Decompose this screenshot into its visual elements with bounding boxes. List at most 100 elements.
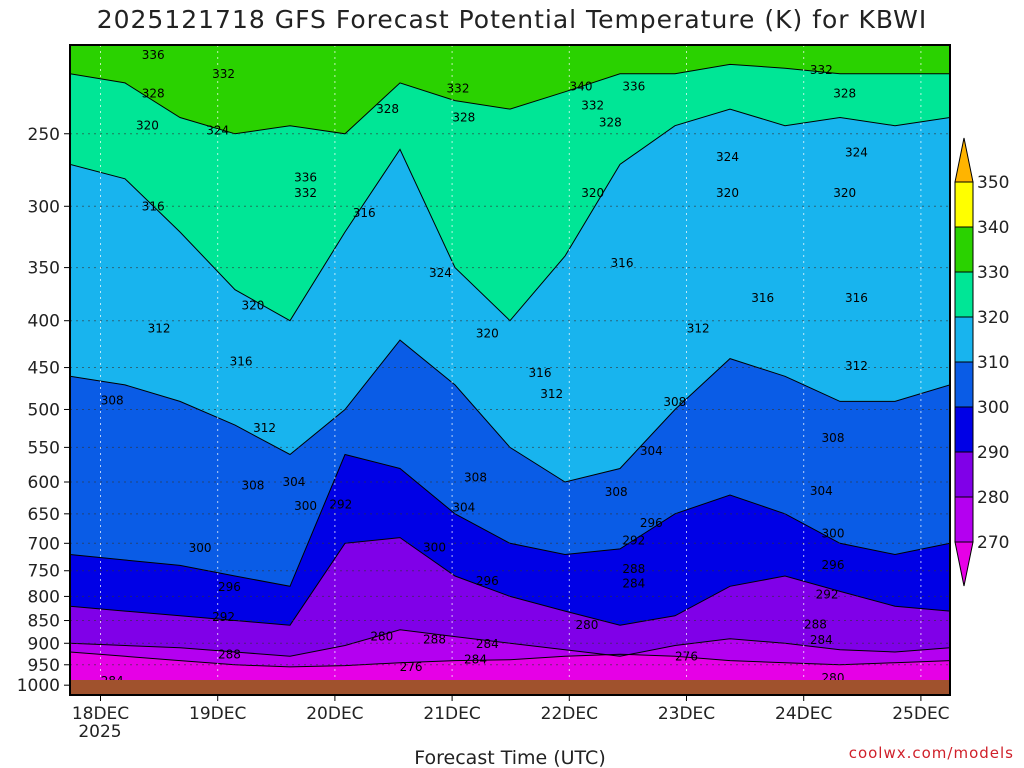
colorbar-top-arrow (954, 137, 974, 183)
contour-label-308: 308 (605, 485, 628, 499)
terrain-ground (70, 680, 950, 695)
contour-label-320: 320 (833, 186, 856, 200)
contour-label-308: 308 (663, 395, 686, 409)
contour-label-312: 312 (253, 421, 276, 435)
x-year-label: 2025 (78, 722, 121, 742)
contour-label-320: 320 (136, 119, 159, 133)
colorbar-band-280 (954, 451, 974, 498)
y-tick-label-600: 600 (28, 473, 60, 493)
contour-label-316: 316 (353, 206, 376, 220)
x-tick-label-23DEC: 23DEC (658, 704, 715, 724)
contour-label-288: 288 (423, 633, 446, 647)
contour-label-316: 316 (142, 199, 165, 213)
contour-label-316: 316 (230, 354, 253, 368)
contour-label-304: 304 (810, 484, 833, 498)
colorbar-label-330: 330 (977, 263, 1009, 283)
contour-label-296: 296 (640, 516, 663, 530)
y-axis: 2503003504004505005506006507007508008509… (17, 125, 70, 696)
contour-label-328: 328 (833, 87, 856, 101)
x-axis: 18DEC 19DEC 20DEC 21DEC 22DEC 23DEC 24DEC 25DEC (72, 695, 950, 724)
y-tick-label-700: 700 (28, 534, 60, 554)
contour-label-292: 292 (329, 498, 352, 512)
colorbar-band-340 (954, 181, 974, 228)
contour-label-316: 316 (751, 291, 774, 305)
y-tick-label-800: 800 (28, 587, 60, 607)
colorbar-label-290: 290 (977, 443, 1009, 463)
contour-label-288: 288 (804, 617, 827, 631)
contour-label-324: 324 (429, 266, 452, 280)
band-above-330 (70, 45, 950, 134)
chart-title: 2025121718 GFS Forecast Potential Temper… (97, 5, 928, 34)
contour-label-320: 320 (716, 186, 739, 200)
contour-label-328: 328 (599, 116, 622, 130)
x-tick-label-21DEC: 21DEC (423, 704, 480, 724)
grid-lines (70, 45, 950, 695)
colorbar-bottom-arrow (954, 541, 974, 587)
contour-label-300: 300 (294, 499, 317, 513)
colorbar-label-270: 270 (977, 533, 1009, 553)
contour-label-296: 296 (218, 580, 241, 594)
y-tick-label-400: 400 (28, 312, 60, 332)
contour-label-304: 304 (640, 444, 663, 458)
contour-label-284: 284 (464, 653, 487, 667)
isentrope-300 (70, 453, 950, 587)
colorbar-band-320 (954, 271, 974, 318)
isentrope-320 (70, 108, 950, 322)
contour-label-332: 332 (212, 67, 235, 81)
contour-label-308: 308 (101, 394, 124, 408)
y-tick-label-250: 250 (28, 125, 60, 145)
potential-temperature-fill-layer (70, 45, 950, 695)
colorbar: 270 280 290 300 310 320 330 340 350 (954, 137, 1009, 587)
contour-label-308: 308 (822, 431, 845, 445)
contour-label-320: 320 (241, 299, 264, 313)
credit-label: coolwx.com/models (849, 744, 1014, 762)
contour-label-312: 312 (845, 359, 868, 373)
isentrope-310 (70, 339, 950, 483)
contour-label-324: 324 (206, 124, 229, 138)
contour-label-312: 312 (687, 322, 710, 336)
x-axis-label: Forecast Time (UTC) (414, 747, 605, 768)
contour-label-276: 276 (400, 660, 423, 674)
y-tick-label-650: 650 (28, 505, 60, 525)
contour-label-332: 332 (581, 99, 604, 113)
y-tick-label-450: 450 (28, 359, 60, 379)
contour-label-284: 284 (476, 637, 499, 651)
contour-label-316: 316 (529, 366, 552, 380)
contour-label-328: 328 (142, 87, 165, 101)
y-tick-label-300: 300 (28, 197, 60, 217)
contour-label-336: 336 (294, 170, 317, 184)
contour-label-300: 300 (423, 540, 446, 554)
contour-label-300: 300 (189, 541, 212, 555)
contour-label-336: 336 (142, 48, 165, 62)
y-tick-label-1000: 1000 (17, 676, 60, 696)
y-tick-label-950: 950 (28, 656, 60, 676)
contour-label-292: 292 (212, 610, 235, 624)
y-tick-label-350: 350 (28, 259, 60, 279)
isentrope-290 (70, 537, 950, 626)
contour-label-296: 296 (476, 574, 499, 588)
contour-label-336: 336 (622, 80, 645, 94)
y-tick-label-750: 750 (28, 562, 60, 582)
contour-labels: 3363323283203243163123083002962922882843… (101, 48, 868, 688)
contour-label-324: 324 (716, 150, 739, 164)
y-tick-label-900: 900 (28, 634, 60, 654)
contour-label-312: 312 (148, 322, 171, 336)
contour-label-276: 276 (675, 649, 698, 663)
contour-label-332: 332 (294, 186, 317, 200)
colorbar-band-310 (954, 316, 974, 363)
contour-label-316: 316 (845, 291, 868, 305)
contour-label-288: 288 (622, 562, 645, 576)
contour-label-280: 280 (370, 630, 393, 644)
colorbar-band-290 (954, 406, 974, 453)
contour-label-328: 328 (452, 111, 475, 125)
contour-label-332: 332 (810, 63, 833, 77)
contour-label-312: 312 (540, 387, 563, 401)
x-tick-label-22DEC: 22DEC (541, 704, 598, 724)
x-tick-label-20DEC: 20DEC (306, 704, 363, 724)
colorbar-label-350: 350 (977, 173, 1009, 193)
contour-label-320: 320 (581, 186, 604, 200)
contour-label-292: 292 (622, 534, 645, 548)
colorbar-label-340: 340 (977, 218, 1009, 238)
contour-label-284: 284 (810, 633, 833, 647)
